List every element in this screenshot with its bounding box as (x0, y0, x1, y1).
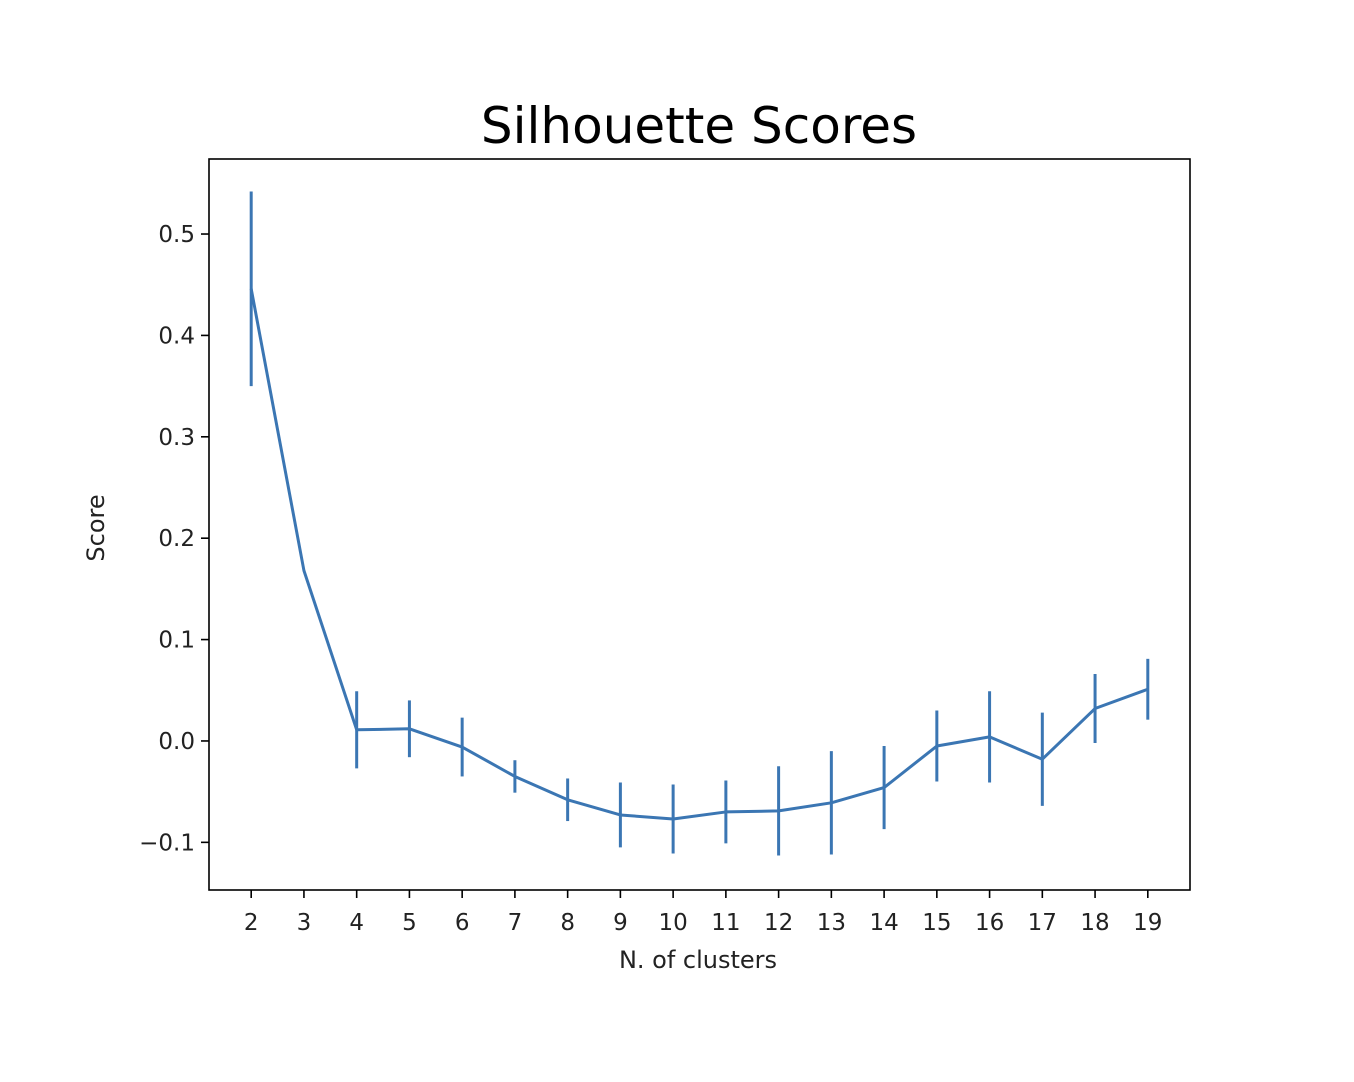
x-tick-label: 13 (817, 910, 846, 936)
x-tick-label: 18 (1080, 910, 1109, 936)
y-tick-label: 0.2 (158, 526, 195, 552)
y-tick-label: 0.1 (158, 628, 195, 654)
y-tick-label: 0.5 (158, 222, 195, 248)
x-tick-label: 8 (560, 910, 575, 936)
x-tick-label: 14 (869, 910, 898, 936)
x-axis-label: N. of clusters (619, 946, 777, 974)
y-tick-label: −0.1 (139, 830, 195, 856)
chart-title: Silhouette Scores (481, 97, 917, 155)
x-tick-label: 19 (1133, 910, 1162, 936)
y-tick-label: 0.0 (158, 729, 195, 755)
y-axis: −0.1 0.0 0.1 0.2 0.3 0.4 0.5 (139, 222, 209, 856)
x-tick-label: 12 (764, 910, 793, 936)
x-tick-label: 5 (402, 910, 417, 936)
x-tick-label: 15 (922, 910, 951, 936)
x-tick-label: 6 (455, 910, 470, 936)
series-line (249, 288, 1149, 821)
x-tick-label: 10 (658, 910, 687, 936)
x-tick-label: 16 (975, 910, 1004, 936)
x-tick-label: 9 (613, 910, 628, 936)
x-tick-label: 4 (349, 910, 364, 936)
y-tick-label: 0.4 (158, 323, 195, 349)
plot-frame (208, 158, 1191, 891)
x-tick-label: 17 (1028, 910, 1057, 936)
x-axis: 2 3 4 5 6 7 8 9 10 11 12 13 14 15 16 17 18 19 (244, 890, 1162, 936)
x-tick-label: 7 (508, 910, 523, 936)
x-tick-label: 3 (297, 910, 312, 936)
x-tick-label: 2 (244, 910, 259, 936)
y-axis-label: Score (82, 494, 110, 561)
y-tick-label: 0.3 (158, 425, 195, 451)
x-tick-label: 11 (711, 910, 740, 936)
